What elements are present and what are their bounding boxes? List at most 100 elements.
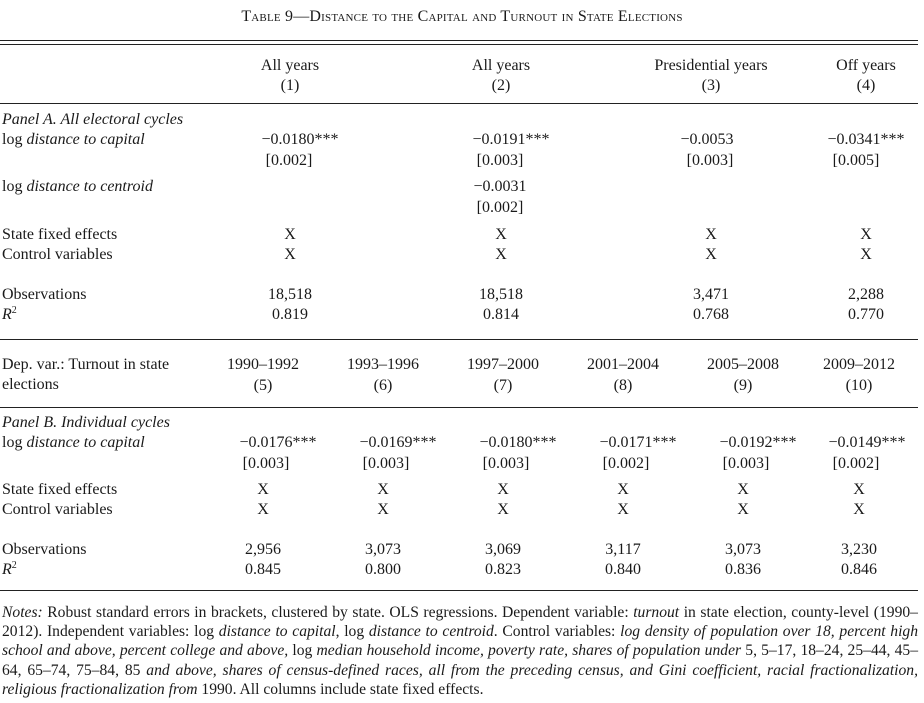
se-a-1: [0.002] bbox=[266, 152, 313, 170]
obs-b-7: 3,069 bbox=[485, 541, 521, 559]
state-fe-a-2: X bbox=[495, 226, 507, 244]
row-label-r2-b: R2 bbox=[2, 561, 17, 579]
header-col-3-label: Presidential years bbox=[654, 57, 767, 75]
panel-a-title: Panel A. All electoral cycles bbox=[2, 111, 183, 129]
top-rule-2 bbox=[0, 44, 918, 45]
state-fe-b-9: X bbox=[737, 481, 749, 499]
header-col-7-label: 1997–2000 bbox=[467, 356, 539, 374]
obs-b-10: 3,230 bbox=[841, 541, 877, 559]
coef-a-3: −0.0053 bbox=[680, 131, 733, 149]
coef-a-2: −0.0191*** bbox=[472, 131, 549, 149]
coef-b-8: −0.0171*** bbox=[599, 434, 676, 452]
table-notes: Notes: Robust standard errors in bracket… bbox=[2, 603, 918, 699]
r2-a-4: 0.770 bbox=[848, 306, 884, 324]
obs-b-9: 3,073 bbox=[725, 541, 761, 559]
header-col-3-num: (3) bbox=[702, 77, 721, 95]
coef-a-1: −0.0180*** bbox=[261, 131, 338, 149]
panel-separator-rule bbox=[0, 339, 918, 340]
obs-a-1: 18,518 bbox=[268, 286, 312, 304]
bottom-rule bbox=[0, 590, 918, 591]
se-b-10: [0.002] bbox=[833, 455, 880, 473]
controls-b-7: X bbox=[497, 501, 509, 519]
header-col-5-num: (5) bbox=[254, 377, 273, 395]
header-col-2-label: All years bbox=[472, 57, 530, 75]
row-label-r2-a: R2 bbox=[2, 306, 17, 324]
row-label-controls-b: Control variables bbox=[2, 501, 113, 519]
controls-a-4: X bbox=[860, 246, 872, 264]
panel-b-header-rule bbox=[0, 407, 918, 408]
controls-a-2: X bbox=[495, 246, 507, 264]
se-b-5: [0.003] bbox=[243, 455, 290, 473]
r2-a-3: 0.768 bbox=[693, 306, 729, 324]
se-b-9: [0.003] bbox=[723, 455, 770, 473]
controls-a-3: X bbox=[705, 246, 717, 264]
header-col-2-num: (2) bbox=[492, 77, 511, 95]
controls-b-10: X bbox=[853, 501, 865, 519]
panel-b-title: Panel B. Individual cycles bbox=[2, 414, 170, 432]
se-centroid: [0.002] bbox=[477, 199, 524, 217]
row-label-controls-a: Control variables bbox=[2, 246, 113, 264]
r2-b-6: 0.800 bbox=[365, 561, 401, 579]
controls-b-5: X bbox=[257, 501, 269, 519]
dep-var-label-line-1: Dep. var.: Turnout in state bbox=[2, 356, 169, 374]
r2-b-8: 0.840 bbox=[605, 561, 641, 579]
r2-b-5: 0.845 bbox=[245, 561, 281, 579]
header-col-8-num: (8) bbox=[614, 377, 633, 395]
coef-centroid: −0.0031 bbox=[473, 178, 526, 196]
state-fe-a-4: X bbox=[860, 226, 872, 244]
coef-a-4: −0.0341*** bbox=[827, 131, 904, 149]
row-label-state-fe-a: State fixed effects bbox=[2, 226, 117, 244]
header-col-5-label: 1990–1992 bbox=[227, 356, 299, 374]
row-label-log-distance-centroid: log distance to centroid bbox=[2, 178, 153, 196]
obs-b-8: 3,117 bbox=[605, 541, 640, 559]
state-fe-a-3: X bbox=[705, 226, 717, 244]
state-fe-b-8: X bbox=[617, 481, 629, 499]
se-b-6: [0.003] bbox=[363, 455, 410, 473]
row-label-observations-b: Observations bbox=[2, 541, 86, 559]
header-col-1-num: (1) bbox=[281, 77, 300, 95]
coef-b-9: −0.0192*** bbox=[719, 434, 796, 452]
se-b-7: [0.003] bbox=[483, 455, 530, 473]
row-label-log-distance-capital-a: log distance to capital bbox=[2, 131, 145, 149]
top-rule-1 bbox=[0, 40, 918, 41]
r2-a-2: 0.814 bbox=[483, 306, 519, 324]
controls-b-6: X bbox=[377, 501, 389, 519]
coef-b-6: −0.0169*** bbox=[359, 434, 436, 452]
header-col-8-label: 2001–2004 bbox=[587, 356, 659, 374]
state-fe-b-5: X bbox=[257, 481, 269, 499]
r2-b-9: 0.836 bbox=[725, 561, 761, 579]
se-a-3: [0.003] bbox=[687, 152, 734, 170]
obs-a-2: 18,518 bbox=[479, 286, 523, 304]
row-label-log-distance-capital-b: log distance to capital bbox=[2, 434, 145, 452]
header-col-4-label: Off years bbox=[836, 57, 896, 75]
header-col-10-label: 2009–2012 bbox=[823, 356, 895, 374]
dep-var-label-line-2: elections bbox=[2, 376, 59, 394]
header-col-9-num: (9) bbox=[734, 377, 753, 395]
row-label-observations-a: Observations bbox=[2, 286, 86, 304]
header-col-10-num: (10) bbox=[846, 377, 873, 395]
r2-b-7: 0.823 bbox=[485, 561, 521, 579]
controls-b-9: X bbox=[737, 501, 749, 519]
se-a-4: [0.005] bbox=[833, 152, 880, 170]
r2-b-10: 0.846 bbox=[841, 561, 877, 579]
se-b-8: [0.002] bbox=[603, 455, 650, 473]
header-col-6-num: (6) bbox=[374, 377, 393, 395]
controls-a-1: X bbox=[284, 246, 296, 264]
coef-b-5: −0.0176*** bbox=[239, 434, 316, 452]
state-fe-a-1: X bbox=[284, 226, 296, 244]
obs-b-6: 3,073 bbox=[365, 541, 401, 559]
obs-a-3: 3,471 bbox=[693, 286, 729, 304]
table-title: Table 9—Distance to the Capital and Turn… bbox=[0, 8, 924, 26]
panel-a-header-rule bbox=[0, 103, 918, 104]
header-col-7-num: (7) bbox=[494, 377, 513, 395]
obs-a-4: 2,288 bbox=[848, 286, 884, 304]
row-label-state-fe-b: State fixed effects bbox=[2, 481, 117, 499]
header-col-9-label: 2005–2008 bbox=[707, 356, 779, 374]
state-fe-b-10: X bbox=[853, 481, 865, 499]
se-a-2: [0.003] bbox=[477, 152, 524, 170]
r2-a-1: 0.819 bbox=[272, 306, 308, 324]
header-col-4-num: (4) bbox=[857, 77, 876, 95]
state-fe-b-7: X bbox=[497, 481, 509, 499]
controls-b-8: X bbox=[617, 501, 629, 519]
state-fe-b-6: X bbox=[377, 481, 389, 499]
